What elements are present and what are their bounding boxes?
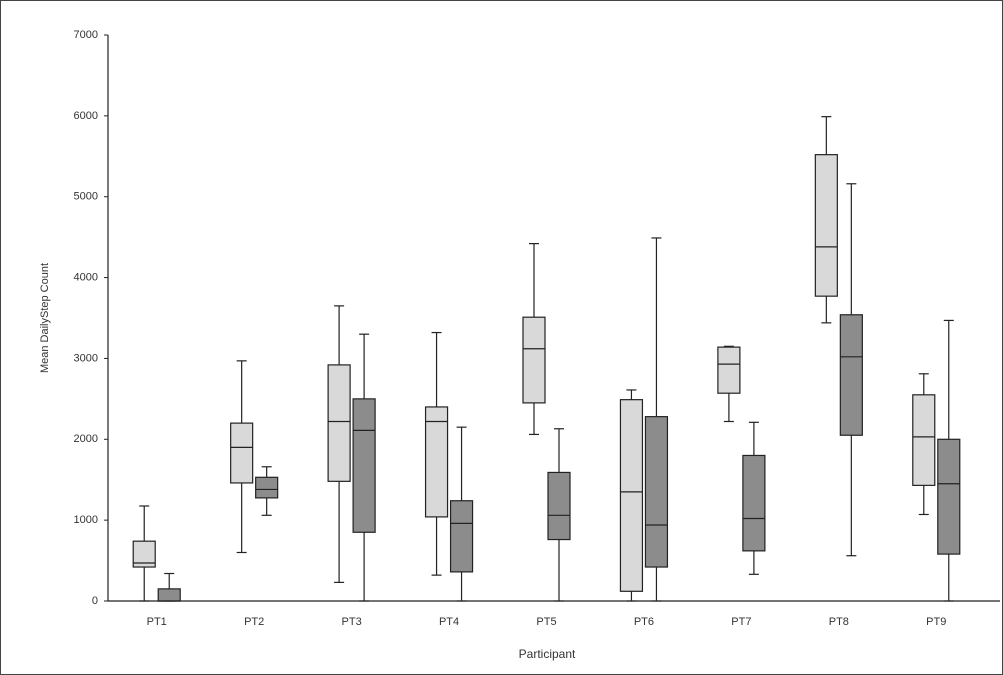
box xyxy=(620,400,642,592)
box xyxy=(645,417,667,567)
y-tick-label: 4000 xyxy=(74,271,98,283)
y-tick-label: 7000 xyxy=(74,29,98,41)
box xyxy=(913,395,935,486)
x-tick-label: PT3 xyxy=(342,616,362,628)
box xyxy=(426,407,448,517)
box xyxy=(840,315,862,435)
box xyxy=(451,501,473,572)
y-tick-label: 1000 xyxy=(74,514,98,526)
y-tick-label: 3000 xyxy=(74,352,98,364)
chart: Mean DailyStep Count Participant 0 1000 20… xyxy=(0,0,1003,675)
y-tick-label: 0 xyxy=(92,595,98,607)
y-tick-label: 5000 xyxy=(74,191,98,203)
box xyxy=(328,365,350,481)
box xyxy=(523,317,545,403)
x-tick-label: PT4 xyxy=(439,616,459,628)
box xyxy=(231,423,253,483)
box xyxy=(353,399,375,532)
x-tick-label: PT6 xyxy=(634,616,654,628)
box xyxy=(718,347,740,393)
x-axis-title: Participant xyxy=(519,647,576,661)
x-tick-label: PT1 xyxy=(147,616,167,628)
box xyxy=(256,477,278,498)
x-tick-label: PT8 xyxy=(829,616,849,628)
x-tick-label: PT7 xyxy=(731,616,751,628)
y-tick-label: 2000 xyxy=(74,433,98,445)
x-tick-label: PT2 xyxy=(244,616,264,628)
box xyxy=(158,589,180,601)
x-tick-label: PT9 xyxy=(926,616,946,628)
box xyxy=(938,439,960,554)
x-tick-label: PT5 xyxy=(536,616,556,628)
y-axis-title: Mean DailyStep Count xyxy=(39,263,51,373)
box xyxy=(743,455,765,550)
box xyxy=(548,472,570,539)
box xyxy=(815,155,837,297)
y-tick-label: 6000 xyxy=(74,110,98,122)
